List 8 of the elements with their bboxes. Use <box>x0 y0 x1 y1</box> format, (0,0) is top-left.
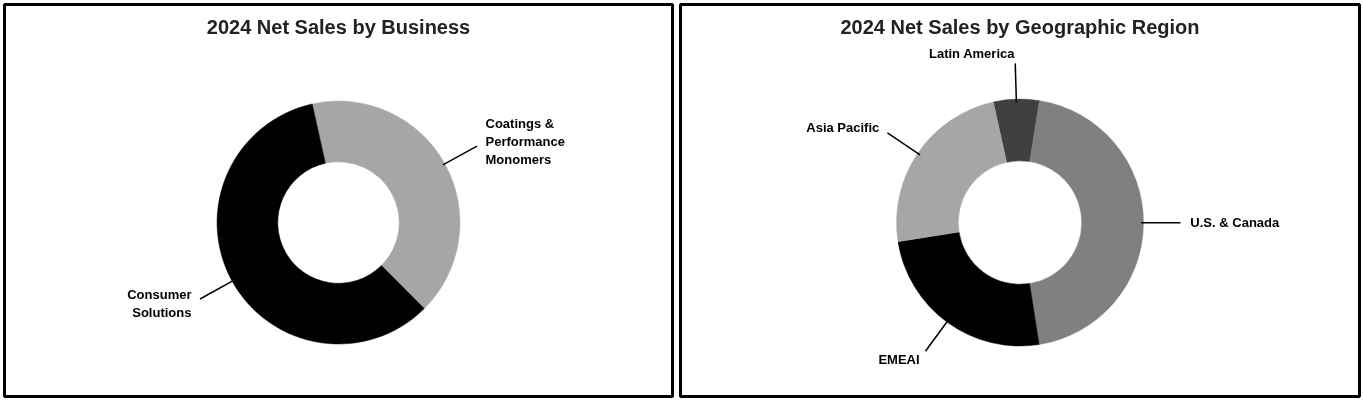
slice-label: Consumer Solutions <box>127 287 192 321</box>
slice-label: Latin America <box>928 46 1016 62</box>
slice-label: EMEAI <box>878 351 920 367</box>
slice-label: Asia Pacific <box>806 119 880 135</box>
chart-title: 2024 Net Sales by Geographic Region <box>840 15 1200 38</box>
slice-label: U.S. & Canada <box>1190 215 1280 231</box>
chart-title: 2024 Net Sales by Business <box>206 15 471 38</box>
slice-label: Coatings & Performance Monomers <box>485 115 565 167</box>
